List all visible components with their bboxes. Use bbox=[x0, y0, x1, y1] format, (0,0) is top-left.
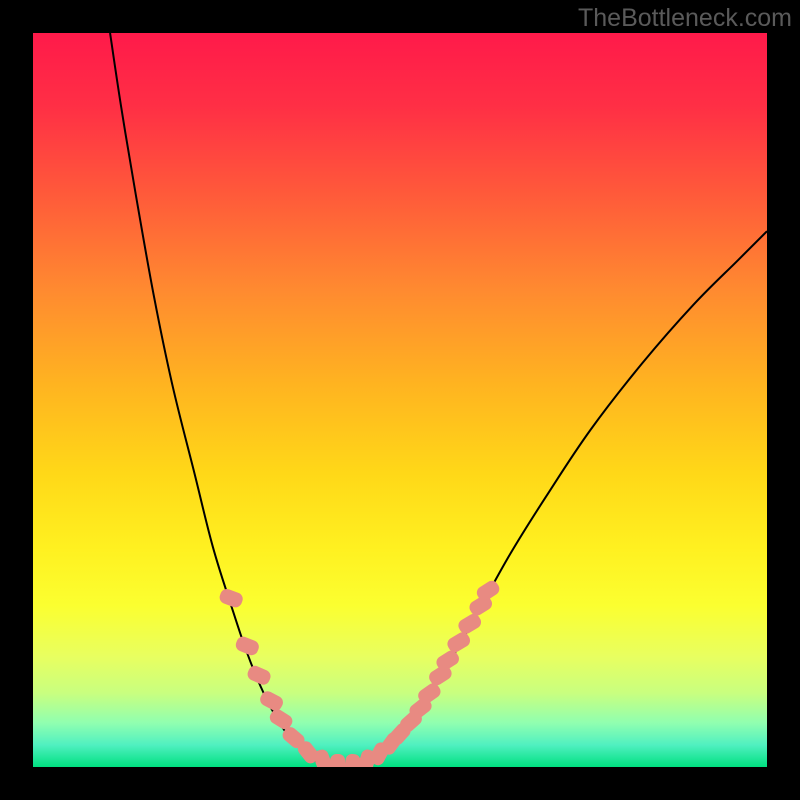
data-marker bbox=[235, 635, 261, 656]
plot-area bbox=[33, 33, 767, 767]
chart-canvas: TheBottleneck.com bbox=[0, 0, 800, 800]
watermark-text: TheBottleneck.com bbox=[578, 4, 792, 33]
curve-right-branch bbox=[334, 231, 767, 767]
data-marker bbox=[218, 588, 243, 609]
data-marker bbox=[446, 631, 472, 654]
data-marker bbox=[259, 690, 285, 713]
data-marker bbox=[457, 612, 483, 635]
curve-layer bbox=[33, 33, 767, 767]
marker-group bbox=[218, 579, 501, 767]
data-marker bbox=[331, 755, 345, 767]
data-marker bbox=[246, 664, 272, 686]
curve-left-branch bbox=[110, 33, 334, 767]
